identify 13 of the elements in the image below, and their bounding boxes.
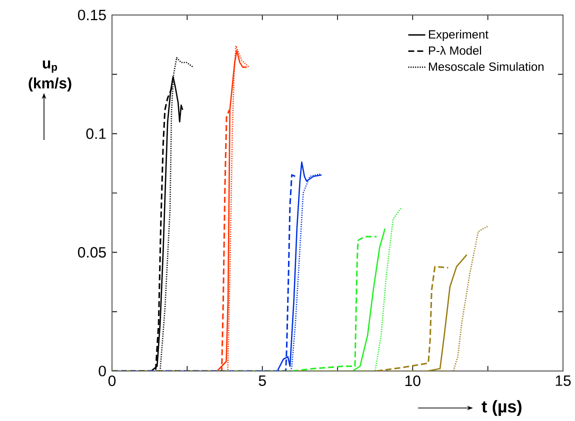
x-axis-title: t (µs) — [482, 400, 522, 416]
y-tick-label: 0.05 — [78, 247, 106, 258]
y-tick-label: 0.1 — [86, 128, 106, 139]
y-axis-title: u$_{p}$ (km/s) — [28, 60, 72, 92]
x-tick-label: 0 — [108, 376, 116, 386]
legend-label: Mesoscale Simulation — [429, 62, 544, 71]
x-tick-label: 5 — [258, 376, 266, 386]
x-tick-label: 15 — [556, 376, 571, 386]
legend-label: P-λ Model — [429, 46, 482, 55]
y-tick-label: 0.15 — [78, 10, 106, 20]
legend-label: Experiment — [429, 30, 488, 42]
x-tick-label: 10 — [406, 376, 420, 386]
y-tick-label: 0 — [98, 366, 106, 376]
